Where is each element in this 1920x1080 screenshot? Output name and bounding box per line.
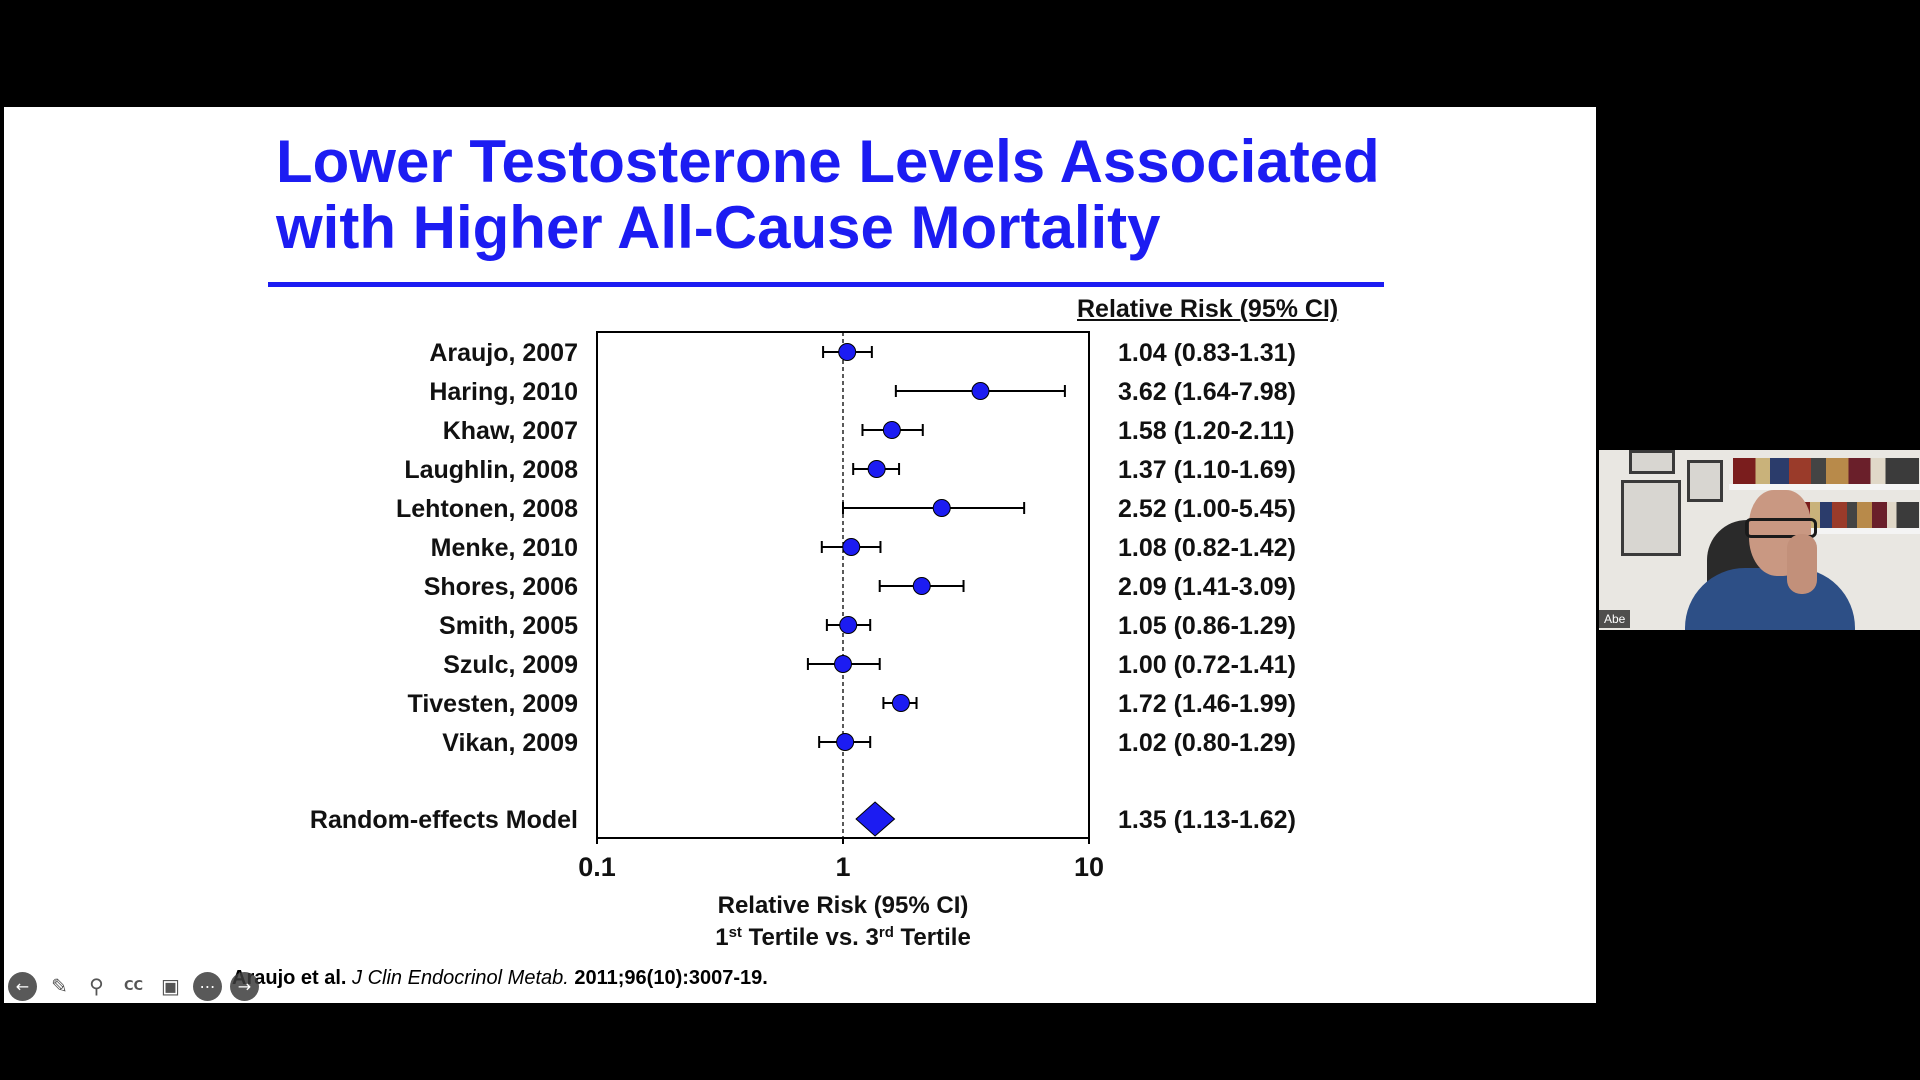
summary-rr-value: 1.35 (1.13-1.62) [1118, 806, 1296, 834]
rr-value: 2.09 (1.41-3.09) [1118, 573, 1296, 601]
study-label: Menke, 2010 [431, 534, 578, 562]
x-axis-sublabel: 1st Tertile vs. 3rd Tertile [715, 924, 971, 952]
rr-value: 1.05 (0.86-1.29) [1118, 612, 1296, 640]
summary-diamond [855, 801, 896, 837]
presentation-slide: Lower Testosterone Levels Associated wit… [4, 107, 1596, 1003]
study-label: Shores, 2006 [424, 573, 578, 601]
point-estimate [834, 655, 852, 673]
point-estimate [882, 421, 901, 439]
participant-name-tag: Abe [1599, 610, 1631, 628]
study-label: Haring, 2010 [429, 378, 578, 406]
books [1733, 458, 1919, 484]
presentation-toolbar: ← ✎ ⚲ CC ▣ ⋯ → [8, 972, 259, 1001]
wall-frame [1621, 480, 1681, 556]
x-axis-sublabel-part: st [729, 924, 742, 941]
point-estimate [842, 538, 861, 556]
point-estimate [971, 382, 990, 400]
back-arrow-icon[interactable]: ← [8, 972, 37, 1001]
glasses [1745, 518, 1817, 538]
rr-value: 3.62 (1.64-7.98) [1118, 378, 1296, 406]
zoom-icon[interactable]: ⚲ [89, 974, 104, 998]
citation-authors: Araujo et al. [232, 967, 353, 989]
relative-risk-column-header: Relative Risk (95% CI) [1077, 295, 1339, 323]
bookshelf [1729, 528, 1920, 534]
point-estimate [932, 499, 951, 517]
x-tick-label: 1 [835, 852, 850, 882]
participant-hand [1787, 534, 1817, 594]
point-estimate [912, 577, 931, 595]
rr-value: 1.04 (0.83-1.31) [1118, 339, 1296, 367]
rr-value: 1.58 (1.20-2.11) [1118, 417, 1295, 445]
x-tick-label: 10 [1074, 852, 1104, 882]
rr-value: 1.02 (0.80-1.29) [1118, 729, 1296, 757]
study-label: Laughlin, 2008 [404, 456, 578, 484]
video-off-icon[interactable]: ▣ [161, 974, 180, 998]
point-estimate [839, 616, 858, 634]
slide-title-line-1: Lower Testosterone Levels Associated [276, 128, 1380, 195]
pen-icon[interactable]: ✎ [51, 974, 68, 998]
rr-value: 1.72 (1.46-1.99) [1118, 690, 1296, 718]
point-estimate [836, 733, 855, 751]
slide-title-line-2: with Higher All-Cause Mortality [276, 194, 1161, 261]
rr-value: 1.37 (1.10-1.69) [1118, 456, 1296, 484]
study-label: Khaw, 2007 [443, 417, 578, 445]
forward-icon[interactable]: → [230, 972, 259, 1001]
rr-value: 2.52 (1.00-5.45) [1118, 495, 1296, 523]
point-estimate [891, 694, 910, 712]
citation-journal: J Clin Endocrinol Metab. [352, 967, 569, 989]
study-label: Vikan, 2009 [442, 729, 578, 757]
point-estimate [838, 343, 857, 361]
more-icon[interactable]: ⋯ [193, 972, 222, 1001]
x-axis-sublabel-part: 1 [715, 924, 728, 951]
x-axis-sublabel-part: rd [879, 924, 894, 941]
closed-caption-icon[interactable]: CC [123, 979, 144, 994]
rr-value: 1.00 (0.72-1.41) [1118, 651, 1296, 679]
rr-value: 1.08 (0.82-1.42) [1118, 534, 1296, 562]
x-tick-label: 0.1 [578, 852, 616, 882]
x-axis-sublabel-part: Tertile [894, 924, 971, 951]
study-label: Szulc, 2009 [443, 651, 578, 679]
citation: Araujo et al. J Clin Endocrinol Metab. 2… [232, 967, 768, 990]
summary-label: Random-effects Model [310, 806, 578, 834]
point-estimate [867, 460, 886, 478]
x-axis-sublabel-part: Tertile vs. 3 [742, 924, 879, 951]
participant-body [1685, 568, 1855, 630]
citation-details: 2011;96(10):3007-19. [568, 967, 768, 989]
bookshelf [1729, 484, 1920, 490]
forest-plot: Araujo, 2007 1.04 (0.83-1.31) Haring, 2010… [310, 331, 1296, 952]
x-axis-label: Relative Risk (95% CI) [718, 892, 969, 919]
title-underline-rule [268, 282, 1384, 287]
participant-video-tile[interactable]: Abe [1599, 450, 1920, 630]
wall-frame [1629, 450, 1675, 474]
study-label: Araujo, 2007 [429, 339, 578, 367]
study-label: Smith, 2005 [439, 612, 578, 640]
study-label: Lehtonen, 2008 [396, 495, 578, 523]
wall-frame [1687, 460, 1723, 502]
study-label: Tivesten, 2009 [408, 690, 578, 718]
